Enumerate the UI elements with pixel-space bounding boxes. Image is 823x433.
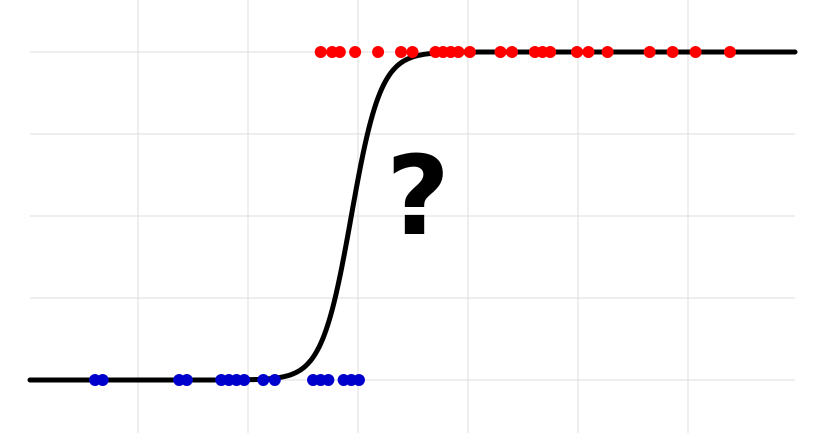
data-point-class-1 bbox=[505, 46, 518, 58]
data-point-class-1 bbox=[494, 46, 507, 58]
data-point-class-1 bbox=[333, 46, 346, 58]
question-mark-annotation: ? bbox=[386, 132, 450, 260]
data-point-class-1 bbox=[689, 46, 702, 58]
data-point-class-1 bbox=[349, 46, 362, 58]
data-point-class-1 bbox=[452, 46, 465, 58]
data-point-class-1 bbox=[314, 46, 327, 58]
data-point-class-0 bbox=[268, 374, 281, 386]
data-point-class-1 bbox=[582, 46, 595, 58]
data-point-class-0 bbox=[257, 374, 270, 386]
data-point-class-1 bbox=[463, 46, 476, 58]
data-point-class-1 bbox=[372, 46, 385, 58]
data-point-class-0 bbox=[352, 374, 365, 386]
data-point-class-1 bbox=[406, 46, 419, 58]
data-point-class-1 bbox=[570, 46, 583, 58]
data-point-class-1 bbox=[395, 46, 408, 58]
data-point-class-0 bbox=[322, 374, 335, 386]
data-point-class-1 bbox=[643, 46, 656, 58]
data-points bbox=[89, 46, 736, 386]
data-point-class-1 bbox=[601, 46, 614, 58]
data-point-class-1 bbox=[666, 46, 679, 58]
data-point-class-1 bbox=[723, 46, 736, 58]
data-point-class-0 bbox=[180, 374, 193, 386]
data-point-class-1 bbox=[544, 46, 557, 58]
data-point-class-0 bbox=[96, 374, 109, 386]
data-point-class-0 bbox=[238, 374, 251, 386]
